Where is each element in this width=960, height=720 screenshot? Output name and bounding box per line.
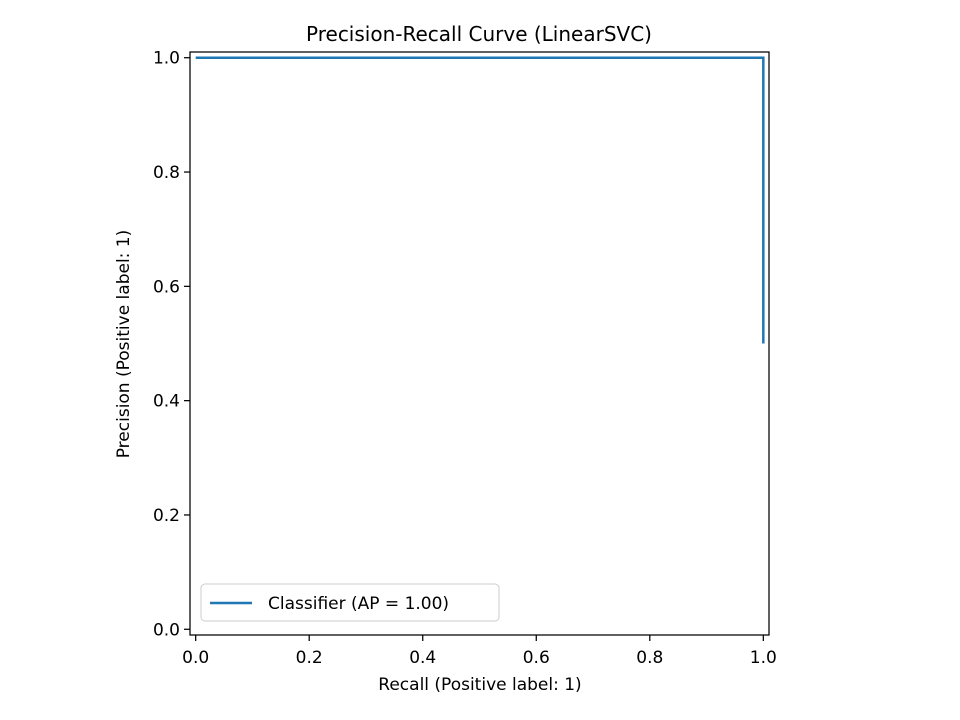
x-tick-label: 0.8: [636, 648, 663, 668]
x-axis: 0.0 0.2 0.4 0.6 0.8 1.0: [182, 635, 777, 668]
x-tick-label: 0.0: [182, 648, 209, 668]
x-axis-label: Recall (Positive label: 1): [378, 675, 581, 695]
y-axis: 0.0 0.2 0.4 0.6 0.8 1.0: [153, 49, 190, 640]
x-tick-label: 0.4: [409, 648, 436, 668]
x-tick-label: 1.0: [750, 648, 777, 668]
y-tick-label: 0.4: [153, 392, 180, 412]
y-tick-label: 0.0: [153, 620, 180, 640]
y-tick-label: 0.6: [153, 277, 180, 297]
y-tick-label: 0.2: [153, 506, 180, 526]
x-tick-label: 0.6: [523, 648, 550, 668]
pr-curve-line: [195, 56, 765, 344]
legend-box: [200, 583, 500, 622]
x-tick-label: 0.2: [296, 648, 323, 668]
chart-title: Precision-Recall Curve (LinearSVC): [306, 22, 652, 46]
y-tick-label: 1.0: [153, 49, 180, 69]
series-layer: [195, 56, 765, 344]
plot-frame: [189, 51, 770, 636]
legend-label-classifier: Classifier (AP = 1.00): [268, 594, 449, 614]
y-tick-label: 0.8: [153, 163, 180, 183]
legend: Classifier (AP = 1.00): [200, 583, 500, 622]
y-axis-label: Precision (Positive label: 1): [114, 230, 134, 459]
